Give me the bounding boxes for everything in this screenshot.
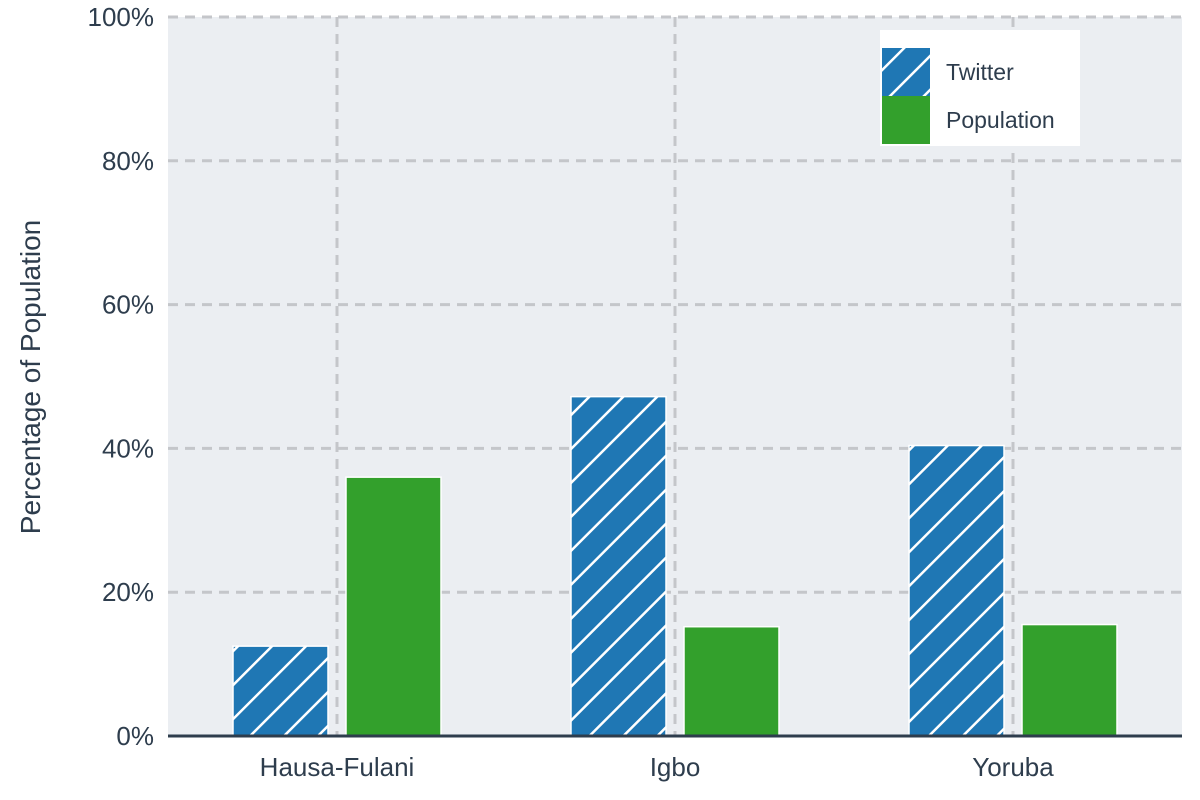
- y-axis-ticks: 0% 20% 40% 60% 80% 100%: [88, 2, 155, 751]
- y-tick-label: 60%: [102, 290, 154, 320]
- legend-swatch-twitter: [882, 48, 930, 96]
- y-tick-label: 40%: [102, 433, 154, 463]
- bar-population-hausa-fulani: [345, 476, 442, 737]
- x-tick-label: Hausa-Fulani: [260, 752, 415, 782]
- legend-label-twitter: Twitter: [946, 59, 1014, 85]
- y-axis-title: Percentage of Population: [15, 220, 46, 534]
- y-tick-label: 80%: [102, 146, 154, 176]
- legend-swatch-population: [882, 96, 930, 144]
- bars: [232, 395, 1118, 737]
- legend-label-population: Population: [946, 107, 1055, 133]
- y-tick-label: 0%: [116, 721, 154, 751]
- legend: Twitter Population: [880, 30, 1080, 146]
- bar-twitter-hausa-fulani: [232, 645, 329, 737]
- bar-twitter-yoruba: [908, 444, 1005, 737]
- x-tick-label: Yoruba: [972, 752, 1054, 782]
- y-tick-label: 100%: [88, 2, 155, 32]
- x-tick-label: Igbo: [650, 752, 701, 782]
- bar-population-igbo: [683, 625, 780, 737]
- bar-twitter-igbo: [570, 395, 667, 737]
- bar-population-yoruba: [1021, 623, 1118, 737]
- y-tick-label: 20%: [102, 577, 154, 607]
- x-axis-ticks: Hausa-Fulani Igbo Yoruba: [260, 752, 1055, 782]
